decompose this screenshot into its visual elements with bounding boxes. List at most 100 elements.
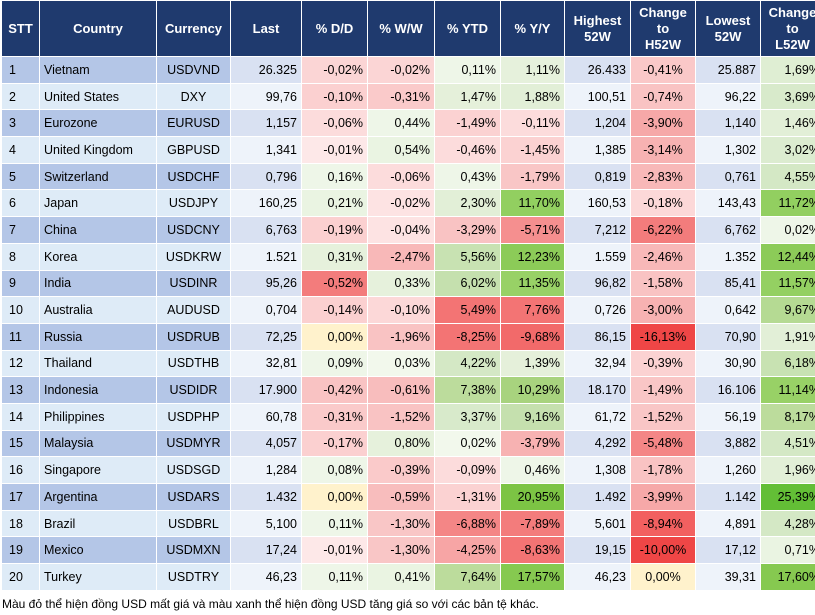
cell-dd: -0,01% <box>301 536 368 565</box>
header-ytd: % YTD <box>434 0 501 57</box>
cell-change-h52w: -2,46% <box>630 242 696 271</box>
cell-change-l52w: 1,91% <box>760 322 815 351</box>
cell-highest-52w: 5,601 <box>564 509 631 538</box>
cell-stt: 8 <box>1 242 40 271</box>
cell-currency: USDMXN <box>156 536 231 565</box>
header-highest-52w: Highest 52W <box>564 0 631 57</box>
cell-last: 1.521 <box>230 242 302 271</box>
cell-ww: 0,41% <box>367 563 435 591</box>
cell-last: 17,24 <box>230 536 302 565</box>
table-row: 13 Indonesia USDIDR 17.900 -0,42% -0,61% 7,38%… <box>1 376 815 404</box>
cell-ytd: 7,64% <box>434 563 501 591</box>
cell-ww: -0,39% <box>367 456 435 484</box>
cell-change-h52w: -0,41% <box>630 56 696 84</box>
cell-change-l52w: 3,02% <box>760 136 815 164</box>
cell-change-h52w: -5,48% <box>630 429 696 458</box>
cell-ww: 0,03% <box>367 349 435 378</box>
cell-highest-52w: 1.559 <box>564 242 631 271</box>
cell-currency: GBPUSD <box>156 136 231 164</box>
cell-change-l52w: 12,44% <box>760 242 815 271</box>
cell-change-l52w: 0,71% <box>760 536 815 565</box>
cell-currency: USDMYR <box>156 429 231 458</box>
cell-country: Russia <box>39 322 157 351</box>
table-row: 6 Japan USDJPY 160,25 0,21% -0,02% 2,30% 11,70%… <box>1 189 815 218</box>
cell-ww: -1,30% <box>367 509 435 538</box>
cell-yy: -5,71% <box>500 216 565 244</box>
cell-last: 0,704 <box>230 296 302 324</box>
cell-yy: 1,11% <box>500 56 565 84</box>
cell-change-h52w: -8,94% <box>630 509 696 538</box>
cell-ww: -2,47% <box>367 242 435 271</box>
cell-stt: 17 <box>1 483 40 511</box>
cell-yy: 10,29% <box>500 376 565 404</box>
cell-ytd: -1,49% <box>434 109 501 138</box>
cell-last: 5,100 <box>230 509 302 538</box>
cell-dd: 0,31% <box>301 242 368 271</box>
cell-stt: 12 <box>1 349 40 378</box>
cell-ytd: -0,46% <box>434 136 501 164</box>
cell-yy: 12,23% <box>500 242 565 271</box>
cell-last: 26.325 <box>230 56 302 84</box>
table-row: 5 Switzerland USDCHF 0,796 0,16% -0,06% 0,43% -… <box>1 162 815 191</box>
cell-stt: 13 <box>1 376 40 404</box>
cell-ytd: -4,25% <box>434 536 501 565</box>
cell-ytd: 0,43% <box>434 162 501 191</box>
cell-ytd: 5,56% <box>434 242 501 271</box>
table-row: 20 Turkey USDTRY 46,23 0,11% 0,41% 7,64% 17,57%… <box>1 563 815 591</box>
cell-highest-52w: 0,726 <box>564 296 631 324</box>
cell-ww: -0,02% <box>367 189 435 218</box>
cell-stt: 15 <box>1 429 40 458</box>
cell-ytd: -0,09% <box>434 456 501 484</box>
cell-dd: -0,10% <box>301 82 368 111</box>
cell-highest-52w: 86,15 <box>564 322 631 351</box>
cell-ww: -0,61% <box>367 376 435 404</box>
cell-highest-52w: 0,819 <box>564 162 631 191</box>
table-row: 11 Russia USDRUB 72,25 0,00% -1,96% -8,25% -9,6… <box>1 322 815 351</box>
table-header: STT Country Currency Last % D/D % W/W % … <box>1 0 815 57</box>
cell-country: Korea <box>39 242 157 271</box>
cell-highest-52w: 7,212 <box>564 216 631 244</box>
cell-ytd: 0,11% <box>434 56 501 84</box>
cell-change-l52w: 8,17% <box>760 402 815 431</box>
header-ww: % W/W <box>367 0 435 57</box>
cell-yy: -1,79% <box>500 162 565 191</box>
cell-last: 160,25 <box>230 189 302 218</box>
cell-change-h52w: -1,58% <box>630 269 696 298</box>
cell-lowest-52w: 143,43 <box>695 189 761 218</box>
cell-yy: -3,79% <box>500 429 565 458</box>
table-row: 12 Thailand USDTHB 32,81 0,09% 0,03% 4,22% 1,39… <box>1 349 815 378</box>
cell-last: 1.432 <box>230 483 302 511</box>
cell-stt: 7 <box>1 216 40 244</box>
table-row: 9 India USDINR 95,26 -0,52% 0,33% 6,02% 11,35% 9… <box>1 269 815 298</box>
cell-change-h52w: -16,13% <box>630 322 696 351</box>
cell-ww: -1,52% <box>367 402 435 431</box>
cell-currency: USDPHP <box>156 402 231 431</box>
cell-ww: -0,10% <box>367 296 435 324</box>
cell-stt: 6 <box>1 189 40 218</box>
cell-highest-52w: 4,292 <box>564 429 631 458</box>
cell-currency: USDKRW <box>156 242 231 271</box>
cell-change-l52w: 0,02% <box>760 216 815 244</box>
table-row: 3 Eurozone EURUSD 1,157 -0,06% 0,44% -1,49% -0,… <box>1 109 815 138</box>
cell-last: 95,26 <box>230 269 302 298</box>
cell-change-l52w: 4,55% <box>760 162 815 191</box>
cell-stt: 11 <box>1 322 40 351</box>
cell-currency: USDIDR <box>156 376 231 404</box>
cell-yy: 9,16% <box>500 402 565 431</box>
cell-dd: -0,52% <box>301 269 368 298</box>
table-row: 10 Australia AUDUSD 0,704 -0,14% -0,10% 5,49% 7… <box>1 296 815 324</box>
cell-currency: USDRUB <box>156 322 231 351</box>
cell-change-l52w: 11,14% <box>760 376 815 404</box>
cell-ww: -0,06% <box>367 162 435 191</box>
cell-last: 4,057 <box>230 429 302 458</box>
cell-change-h52w: -3,99% <box>630 483 696 511</box>
cell-dd: -0,06% <box>301 109 368 138</box>
cell-ytd: 7,38% <box>434 376 501 404</box>
cell-yy: 1,88% <box>500 82 565 111</box>
cell-ww: 0,33% <box>367 269 435 298</box>
cell-currency: USDCNY <box>156 216 231 244</box>
cell-highest-52w: 61,72 <box>564 402 631 431</box>
header-lowest-52w: Lowest 52W <box>695 0 761 57</box>
cell-dd: 0,00% <box>301 322 368 351</box>
cell-change-h52w: -3,00% <box>630 296 696 324</box>
